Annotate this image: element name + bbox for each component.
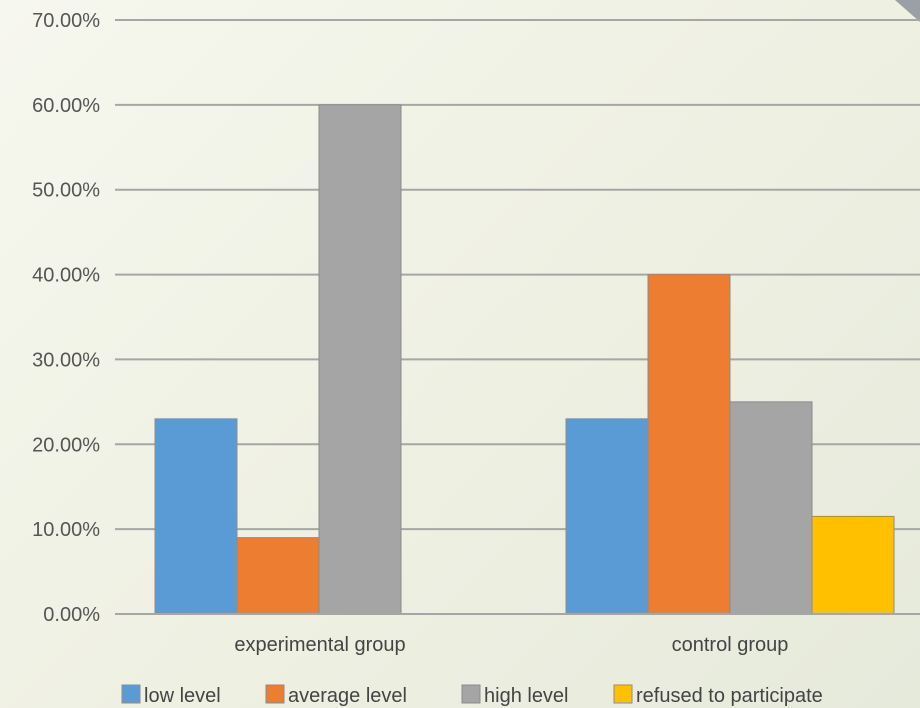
legend-swatch [613,684,633,704]
y-tick-label: 0.00% [43,604,100,626]
y-tick-label: 40.00% [32,265,100,287]
y-tick-label: 10.00% [32,519,100,541]
legend-label: low level [144,685,221,707]
y-tick-label: 20.00% [32,434,100,456]
legend: low level average level high level refused … [121,684,823,707]
legend-label: average level [288,685,407,707]
gridlines [115,19,920,531]
bar-average-level-1 [647,274,731,615]
legend-label: high level [484,685,569,707]
y-tick-label: 60.00% [32,95,100,117]
x-category-label: control group [672,634,789,656]
corner-decoration [895,0,920,22]
y-tick-label: 50.00% [32,180,100,202]
x-category-label: experimental group [234,634,405,656]
legend-swatch [265,684,285,704]
y-axis: 0.00% 10.00% 20.00% 30.00% 40.00% 50.00% 60.00… [32,10,100,626]
legend-label: refused to participate [636,685,823,707]
x-axis: experimental group control group [115,613,920,656]
bar-low-level-0 [154,418,238,615]
y-tick-label: 70.00% [32,10,100,32]
legend-swatch [121,684,141,704]
y-tick-label: 30.00% [32,349,100,371]
bar-refused-to-participate-1 [811,515,895,615]
legend-swatch [461,684,481,704]
bar-average-level-0 [236,537,320,615]
bar-high-level-1 [729,401,813,615]
bar-low-level-1 [565,418,649,615]
bar-high-level-0 [318,104,402,615]
bars [154,104,895,615]
